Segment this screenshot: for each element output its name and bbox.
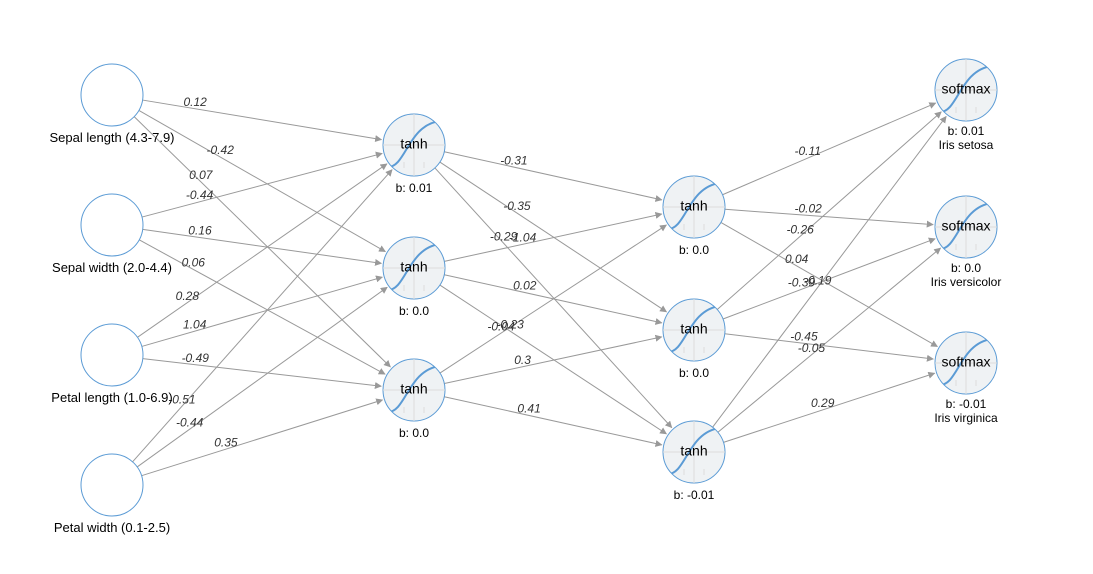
edge [440,225,666,373]
edge [143,100,382,140]
edge-weight: 0.07 [189,168,214,182]
edge-weight: -0.26 [786,223,814,237]
edge-weight: 0.04 [785,252,809,266]
edge [137,287,387,467]
hidden-node: tanh b: 0.0 [663,299,725,380]
output-node: softmax b: -0.01Iris virginica [934,332,998,425]
edge-weight: 0.29 [811,396,835,410]
bias-label: b: 0.0 [679,243,709,257]
input-node: Sepal length (4.3-7.9) [49,64,174,145]
edge [143,229,382,263]
activation-label: tanh [400,136,427,152]
edge-weight: 0.12 [183,95,207,109]
bias-label: b: 0.0 [951,261,981,275]
bias-label: b: 0.0 [399,426,429,440]
hidden-node: tanh b: 0.0 [383,359,445,440]
edge-weight: 0.02 [513,279,537,293]
edge [444,152,662,200]
edge [143,359,381,387]
edge [142,277,383,346]
edge [725,334,933,359]
edge [444,337,661,384]
bias-label: b: 0.0 [399,304,429,318]
edge-weight: -0.44 [176,415,204,429]
output-node: softmax b: 0.01Iris setosa [935,59,997,152]
edge-weight: -0.05 [798,341,826,355]
edge [440,162,667,312]
edge-weight: -0.49 [182,351,210,365]
activation-label: softmax [941,81,990,97]
output-class-label: Iris setosa [939,138,994,152]
edge [444,214,661,261]
edge [139,110,385,251]
edge-weight: -0.11 [795,144,821,158]
edge [722,103,935,195]
input-label: Petal length (1.0-6.9) [51,390,172,405]
edge [725,209,933,224]
activation-label: tanh [680,321,707,337]
bias-label: b: 0.0 [679,366,709,380]
input-node: Petal length (1.0-6.9) [51,324,172,405]
output-class-label: Iris virginica [934,411,998,425]
edge [133,170,392,462]
edge-weight: 0.06 [182,256,206,270]
edge-weight: -1.04 [509,231,537,245]
output-node: softmax b: 0.0Iris versicolor [931,196,1002,289]
edge-weight: 1.04 [183,317,207,331]
edge-weight: -0.19 [804,274,832,288]
bias-label: b: -0.01 [674,488,715,502]
input-label: Sepal length (4.3-7.9) [49,130,174,145]
hidden-node: tanh b: 0.0 [663,176,725,257]
edge [134,117,390,367]
edge-weight: -0.04 [487,319,515,333]
edge [142,153,382,217]
activation-label: tanh [680,198,707,214]
activation-label: tanh [400,381,427,397]
edge-weight: 0.28 [176,289,200,303]
neural-network-diagram: 0.12 -0.42 0.07 -0.44 0.16 0.06 0.28 1.04 -0.49 -… [0,0,1093,574]
input-node: Sepal width (2.0-4.4) [52,194,172,275]
edge-weight: -0.02 [795,202,823,216]
hidden-node: tanh b: 0.01 [383,114,445,195]
activation-label: tanh [680,443,707,459]
activation-label: softmax [941,354,990,370]
edge [139,240,385,374]
hidden-node: tanh b: 0.0 [383,237,445,318]
input-label: Sepal width (2.0-4.4) [52,260,172,275]
bias-label: b: 0.01 [396,181,433,195]
edge [435,168,672,428]
bias-label: b: -0.01 [946,397,987,411]
edge-weight: 0.35 [214,435,238,449]
bias-label: b: 0.01 [948,124,985,138]
edge-weight: -0.44 [186,188,214,202]
edge-weight: 0.16 [188,224,212,238]
edge-weight: -0.31 [500,153,527,167]
edge-weight: 0.41 [517,402,540,416]
hidden-node: tanh b: -0.01 [663,421,725,502]
output-class-label: Iris versicolor [931,275,1002,289]
input-label: Petal width (0.1-2.5) [54,520,170,535]
edge [440,285,667,434]
activation-label: softmax [941,218,990,234]
edge-weight: -0.42 [207,143,235,157]
edge-weight: 0.3 [514,353,531,367]
edge [444,397,662,445]
activation-label: tanh [400,259,427,275]
input-node: Petal width (0.1-2.5) [54,454,170,535]
edge-weight: -0.35 [503,199,531,213]
